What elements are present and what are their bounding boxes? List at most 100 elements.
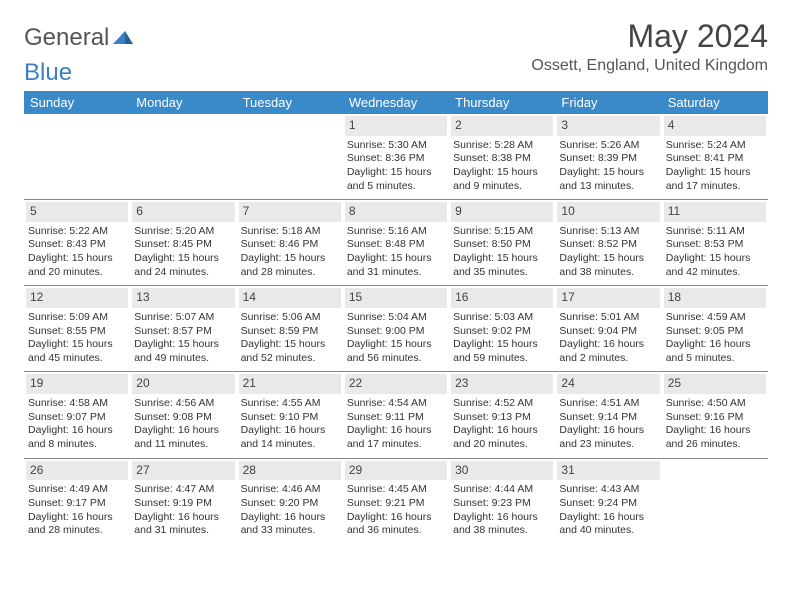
day-cell: 7 Sunrise: 5:18 AMSunset: 8:46 PMDaylight…: [237, 200, 343, 285]
day-details: Sunrise: 5:30 AMSunset: 8:36 PMDaylight:…: [345, 139, 447, 194]
day-details: Sunrise: 5:24 AMSunset: 8:41 PMDaylight:…: [664, 139, 766, 194]
day-number: 8: [345, 202, 447, 222]
day-number: 12: [26, 288, 128, 308]
week-row: 19 Sunrise: 4:58 AMSunset: 9:07 PMDayligh…: [24, 372, 768, 458]
day-cell: 11 Sunrise: 5:11 AMSunset: 8:53 PMDayligh…: [662, 200, 768, 285]
day-number: 7: [239, 202, 341, 222]
day-cell: 18 Sunrise: 4:59 AMSunset: 9:05 PMDayligh…: [662, 286, 768, 371]
day-cell: 22 Sunrise: 4:54 AMSunset: 9:11 PMDayligh…: [343, 372, 449, 457]
calendar: SundayMondayTuesdayWednesdayThursdayFrid…: [24, 91, 768, 544]
day-number: 27: [132, 461, 234, 481]
day-cell: [237, 114, 343, 199]
day-cell: 1 Sunrise: 5:30 AMSunset: 8:36 PMDaylight…: [343, 114, 449, 199]
day-cell: 29Sunrise: 4:45 AMSunset: 9:21 PMDayligh…: [343, 459, 449, 544]
day-cell: 15Sunrise: 5:04 AMSunset: 9:00 PMDayligh…: [343, 286, 449, 371]
day-cell: 2 Sunrise: 5:28 AMSunset: 8:38 PMDaylight…: [449, 114, 555, 199]
week-row: 5 Sunrise: 5:22 AMSunset: 8:43 PMDaylight…: [24, 200, 768, 286]
day-number: 4: [664, 116, 766, 136]
day-details: Sunrise: 4:50 AMSunset: 9:16 PMDaylight:…: [664, 397, 766, 452]
day-header-tuesday: Tuesday: [237, 91, 343, 114]
day-number: 17: [557, 288, 659, 308]
day-cell: 8 Sunrise: 5:16 AMSunset: 8:48 PMDaylight…: [343, 200, 449, 285]
month-title: May 2024: [531, 18, 768, 55]
day-details: Sunrise: 4:52 AMSunset: 9:13 PMDaylight:…: [451, 397, 553, 452]
week-row: 26Sunrise: 4:49 AMSunset: 9:17 PMDayligh…: [24, 459, 768, 544]
day-cell: 25 Sunrise: 4:50 AMSunset: 9:16 PMDayligh…: [662, 372, 768, 457]
day-details: Sunrise: 5:28 AMSunset: 8:38 PMDaylight:…: [451, 139, 553, 194]
day-number: 11: [664, 202, 766, 222]
day-number: 21: [239, 374, 341, 394]
day-details: Sunrise: 4:49 AMSunset: 9:17 PMDaylight:…: [26, 483, 128, 538]
day-details: Sunrise: 5:03 AMSunset: 9:02 PMDaylight:…: [451, 311, 553, 366]
day-details: Sunrise: 4:47 AMSunset: 9:19 PMDaylight:…: [132, 483, 234, 538]
day-number: 24: [557, 374, 659, 394]
day-cell: 6Sunrise: 5:20 AMSunset: 8:45 PMDaylight…: [130, 200, 236, 285]
day-cell: 20 Sunrise: 4:56 AMSunset: 9:08 PMDayligh…: [130, 372, 236, 457]
logo-triangle-icon: [113, 29, 135, 47]
day-number: 28: [239, 461, 341, 481]
day-cell: 28Sunrise: 4:46 AMSunset: 9:20 PMDayligh…: [237, 459, 343, 544]
week-row: 12 Sunrise: 5:09 AMSunset: 8:55 PMDayligh…: [24, 286, 768, 372]
day-cell: 16Sunrise: 5:03 AMSunset: 9:02 PMDayligh…: [449, 286, 555, 371]
day-number: 14: [239, 288, 341, 308]
weeks-container: 1 Sunrise: 5:30 AMSunset: 8:36 PMDaylight…: [24, 114, 768, 544]
day-number: 22: [345, 374, 447, 394]
day-details: Sunrise: 4:59 AMSunset: 9:05 PMDaylight:…: [664, 311, 766, 366]
day-number: 9: [451, 202, 553, 222]
day-number: 15: [345, 288, 447, 308]
day-cell: 9 Sunrise: 5:15 AMSunset: 8:50 PMDaylight…: [449, 200, 555, 285]
day-number: 2: [451, 116, 553, 136]
day-details: Sunrise: 4:54 AMSunset: 9:11 PMDaylight:…: [345, 397, 447, 452]
day-number: 30: [451, 461, 553, 481]
day-number: 10: [557, 202, 659, 222]
day-header-monday: Monday: [130, 91, 236, 114]
day-details: Sunrise: 5:13 AMSunset: 8:52 PMDaylight:…: [557, 225, 659, 280]
day-number: 26: [26, 461, 128, 481]
day-number: 29: [345, 461, 447, 481]
day-cell: 31Sunrise: 4:43 AMSunset: 9:24 PMDayligh…: [555, 459, 661, 544]
day-cell: 21 Sunrise: 4:55 AMSunset: 9:10 PMDayligh…: [237, 372, 343, 457]
day-header-thursday: Thursday: [449, 91, 555, 114]
day-number: 23: [451, 374, 553, 394]
day-details: Sunrise: 5:20 AMSunset: 8:45 PMDaylight:…: [132, 225, 234, 280]
day-header-sunday: Sunday: [24, 91, 130, 114]
day-cell: 26Sunrise: 4:49 AMSunset: 9:17 PMDayligh…: [24, 459, 130, 544]
day-cell: 12 Sunrise: 5:09 AMSunset: 8:55 PMDayligh…: [24, 286, 130, 371]
day-details: Sunrise: 5:26 AMSunset: 8:39 PMDaylight:…: [557, 139, 659, 194]
day-details: Sunrise: 5:16 AMSunset: 8:48 PMDaylight:…: [345, 225, 447, 280]
day-details: Sunrise: 5:01 AMSunset: 9:04 PMDaylight:…: [557, 311, 659, 366]
day-cell: [662, 459, 768, 544]
day-number: 25: [664, 374, 766, 394]
logo-text-part1: General: [24, 24, 109, 52]
day-details: Sunrise: 5:09 AMSunset: 8:55 PMDaylight:…: [26, 311, 128, 366]
logo: General: [24, 18, 135, 52]
day-details: Sunrise: 4:55 AMSunset: 9:10 PMDaylight:…: [239, 397, 341, 452]
day-details: Sunrise: 5:15 AMSunset: 8:50 PMDaylight:…: [451, 225, 553, 280]
day-details: Sunrise: 4:58 AMSunset: 9:07 PMDaylight:…: [26, 397, 128, 452]
day-details: Sunrise: 5:22 AMSunset: 8:43 PMDaylight:…: [26, 225, 128, 280]
day-details: Sunrise: 5:07 AMSunset: 8:57 PMDaylight:…: [132, 311, 234, 366]
day-details: Sunrise: 5:11 AMSunset: 8:53 PMDaylight:…: [664, 225, 766, 280]
day-details: Sunrise: 4:56 AMSunset: 9:08 PMDaylight:…: [132, 397, 234, 452]
day-cell: 30Sunrise: 4:44 AMSunset: 9:23 PMDayligh…: [449, 459, 555, 544]
day-number: 18: [664, 288, 766, 308]
day-cell: 23 Sunrise: 4:52 AMSunset: 9:13 PMDayligh…: [449, 372, 555, 457]
day-details: Sunrise: 4:51 AMSunset: 9:14 PMDaylight:…: [557, 397, 659, 452]
day-number: 5: [26, 202, 128, 222]
day-cell: 5 Sunrise: 5:22 AMSunset: 8:43 PMDaylight…: [24, 200, 130, 285]
day-number: 20: [132, 374, 234, 394]
day-cell: 14 Sunrise: 5:06 AMSunset: 8:59 PMDayligh…: [237, 286, 343, 371]
day-details: Sunrise: 5:18 AMSunset: 8:46 PMDaylight:…: [239, 225, 341, 280]
day-cell: 3Sunrise: 5:26 AMSunset: 8:39 PMDaylight…: [555, 114, 661, 199]
day-cell: 13Sunrise: 5:07 AMSunset: 8:57 PMDayligh…: [130, 286, 236, 371]
day-number: 1: [345, 116, 447, 136]
day-details: Sunrise: 4:46 AMSunset: 9:20 PMDaylight:…: [239, 483, 341, 538]
day-number: 31: [557, 461, 659, 481]
day-details: Sunrise: 5:06 AMSunset: 8:59 PMDaylight:…: [239, 311, 341, 366]
day-cell: 27Sunrise: 4:47 AMSunset: 9:19 PMDayligh…: [130, 459, 236, 544]
day-cell: 4 Sunrise: 5:24 AMSunset: 8:41 PMDaylight…: [662, 114, 768, 199]
day-cell: 10 Sunrise: 5:13 AMSunset: 8:52 PMDayligh…: [555, 200, 661, 285]
day-number: 19: [26, 374, 128, 394]
day-cell: [130, 114, 236, 199]
day-details: Sunrise: 4:44 AMSunset: 9:23 PMDaylight:…: [451, 483, 553, 538]
